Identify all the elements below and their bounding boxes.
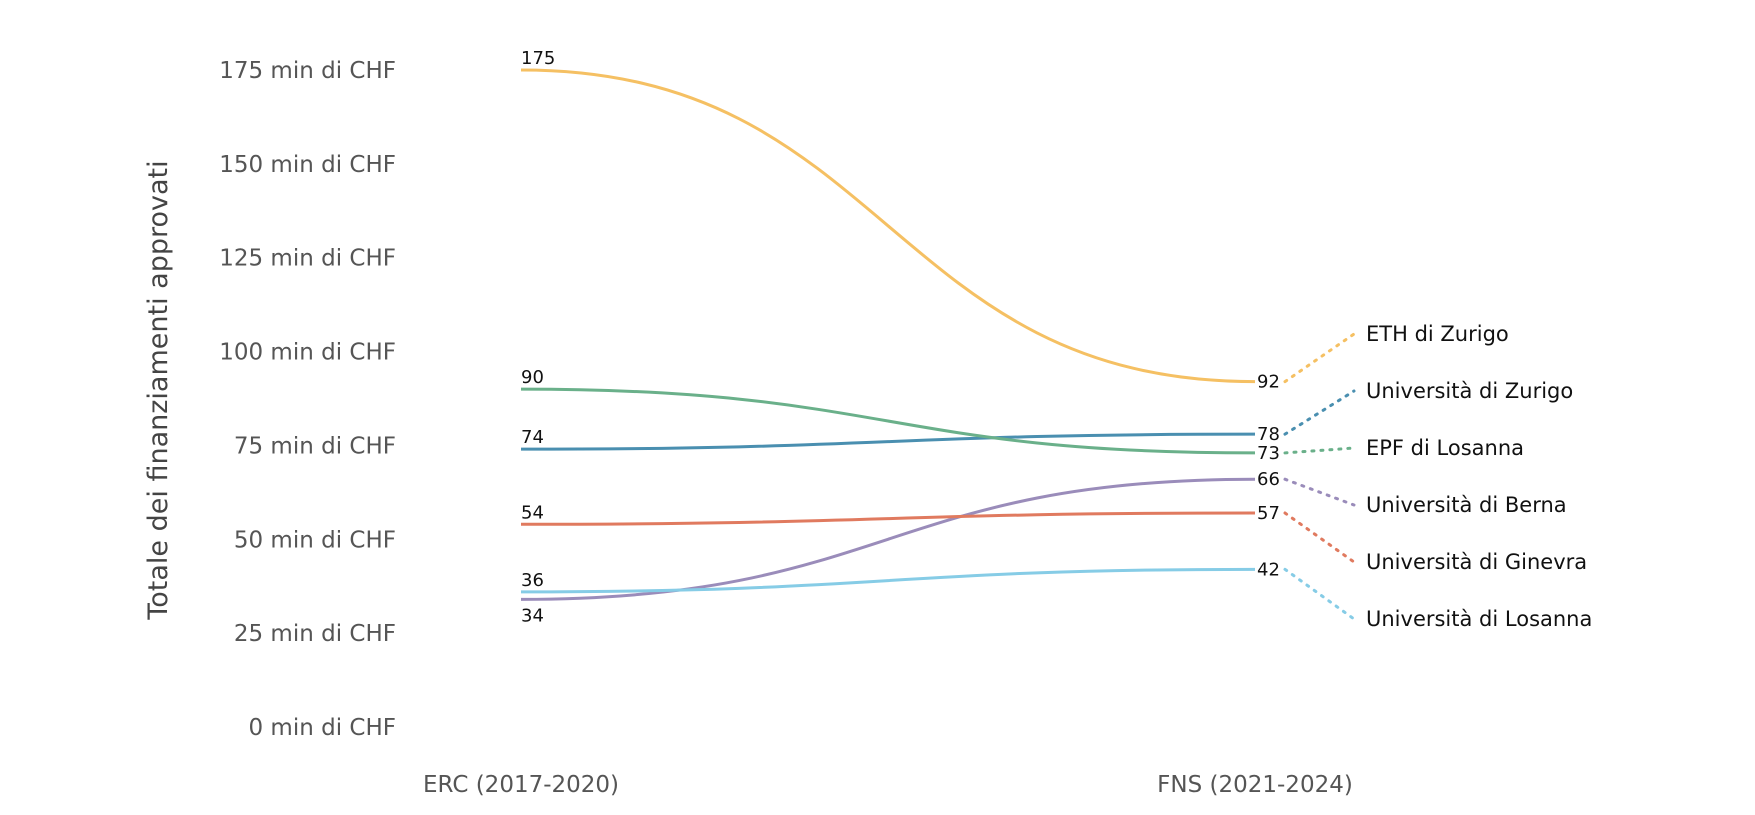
- value-label-start: 90: [521, 367, 544, 388]
- value-label-start: 54: [521, 502, 544, 523]
- series-label: Università di Zurigo: [1366, 379, 1573, 403]
- y-tick-label: 125 min di CHF: [219, 246, 396, 272]
- y-tick-label: 50 min di CHF: [234, 527, 396, 553]
- value-label-start: 74: [521, 427, 544, 448]
- value-label-end: 42: [1257, 559, 1280, 580]
- series-label: Università di Ginevra: [1366, 550, 1587, 574]
- x-category-label-fns: FNS (2021-2024): [1157, 772, 1353, 798]
- y-tick-label: 0 min di CHF: [248, 715, 396, 741]
- value-label-end: 66: [1257, 469, 1280, 490]
- value-label-end: 57: [1257, 503, 1280, 524]
- series-line: [520, 432, 1256, 451]
- series-label: Università di Berna: [1366, 493, 1567, 517]
- series-lines: [520, 68, 1256, 601]
- series-connector: [1283, 511, 1356, 564]
- series-connector: [1283, 477, 1356, 507]
- series-line: [520, 68, 1256, 384]
- y-axis-ticks: 0 min di CHF 25 min di CHF 50 min di CHF 75…: [219, 58, 396, 741]
- value-label-end: 78: [1257, 424, 1280, 445]
- series-connector: [1283, 446, 1356, 455]
- value-labels: 175 92 74 78 90 73 34 66 54 57 36 42: [521, 48, 1280, 626]
- y-tick-label: 25 min di CHF: [234, 621, 396, 647]
- series-line: [520, 511, 1256, 526]
- value-label-end: 73: [1257, 443, 1280, 464]
- x-category-label-erc: ERC (2017-2020): [423, 772, 619, 798]
- value-label-end: 92: [1257, 372, 1280, 393]
- value-label-start: 34: [521, 605, 544, 626]
- series-label: ETH di Zurigo: [1366, 322, 1509, 346]
- series-connector: [1283, 332, 1356, 384]
- value-label-start: 175: [521, 48, 555, 69]
- series-label: EPF di Losanna: [1366, 436, 1524, 460]
- series-labels: ETH di Zurigo Università di Zurigo EPF di …: [1283, 322, 1592, 631]
- y-tick-label: 100 min di CHF: [219, 340, 396, 366]
- series-line: [520, 387, 1256, 455]
- value-label-start: 36: [521, 570, 544, 591]
- series-connector: [1283, 389, 1356, 436]
- y-tick-label: 150 min di CHF: [219, 152, 396, 178]
- series-line: [520, 567, 1256, 594]
- series-connector: [1283, 567, 1356, 621]
- y-tick-label: 75 min di CHF: [234, 433, 396, 459]
- series-line: [520, 477, 1256, 601]
- y-tick-label: 175 min di CHF: [219, 58, 396, 84]
- series-label: Università di Losanna: [1366, 607, 1592, 631]
- y-axis-title: Totale dei finanziamenti approvati: [143, 160, 174, 620]
